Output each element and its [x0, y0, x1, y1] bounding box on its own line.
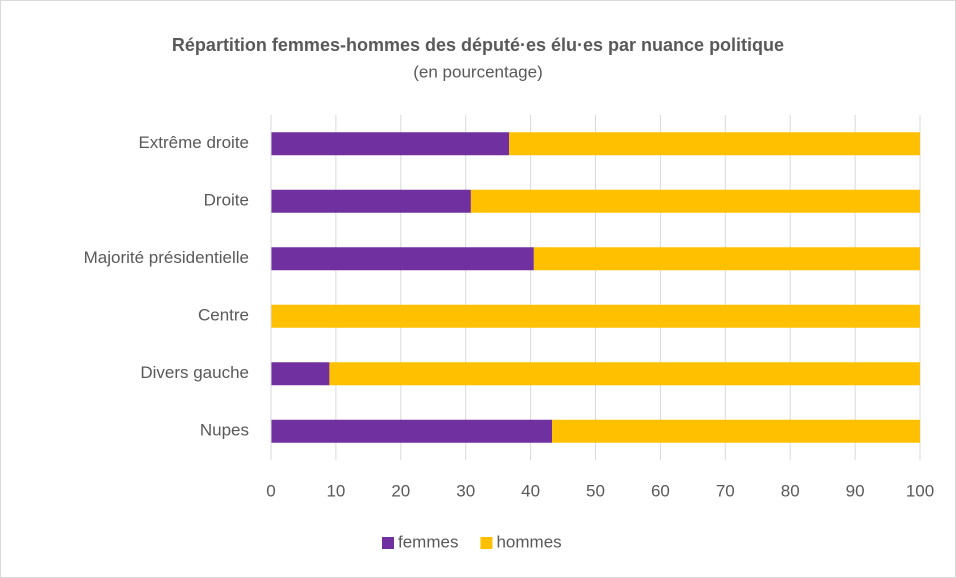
- x-tick-label: 100: [906, 481, 934, 500]
- bar-segment: [271, 189, 471, 213]
- x-tick-label: 80: [781, 481, 800, 500]
- bar-segment: [552, 419, 920, 443]
- bar-segment: [271, 419, 553, 443]
- y-tick-label: Centre: [198, 306, 249, 325]
- legend-label: femmes: [398, 532, 458, 551]
- x-tick-label: 70: [716, 481, 735, 500]
- x-tick-label: 10: [326, 481, 345, 500]
- x-tick-label: 40: [521, 481, 540, 500]
- bar-segment: [271, 132, 510, 156]
- legend-swatch: [480, 537, 493, 549]
- bar-segment: [533, 247, 920, 271]
- bar-segment: [271, 304, 920, 328]
- chart-subtitle: (en pourcentage): [413, 62, 542, 81]
- bar-segment: [271, 362, 330, 386]
- bar-segment: [509, 132, 920, 156]
- x-tick-label: 90: [846, 481, 865, 500]
- y-tick-label: Divers gauche: [140, 363, 249, 382]
- x-tick-label: 0: [266, 481, 275, 500]
- x-tick-label: 30: [456, 481, 475, 500]
- legend-label: hommes: [496, 532, 561, 551]
- x-tick-label: 20: [391, 481, 410, 500]
- y-tick-label: Nupes: [200, 421, 249, 440]
- bar-segment: [329, 362, 920, 386]
- x-tick-label: 60: [651, 481, 670, 500]
- bar-segment: [470, 189, 920, 213]
- y-tick-label: Droite: [204, 191, 249, 210]
- bar-segment: [271, 247, 534, 271]
- x-tick-label: 50: [586, 481, 605, 500]
- y-tick-label: Majorité présidentielle: [84, 248, 249, 267]
- y-tick-label: Extrême droite: [138, 133, 249, 152]
- chart-title: Répartition femmes-hommes des député·es …: [172, 35, 784, 55]
- legend-swatch: [382, 537, 394, 549]
